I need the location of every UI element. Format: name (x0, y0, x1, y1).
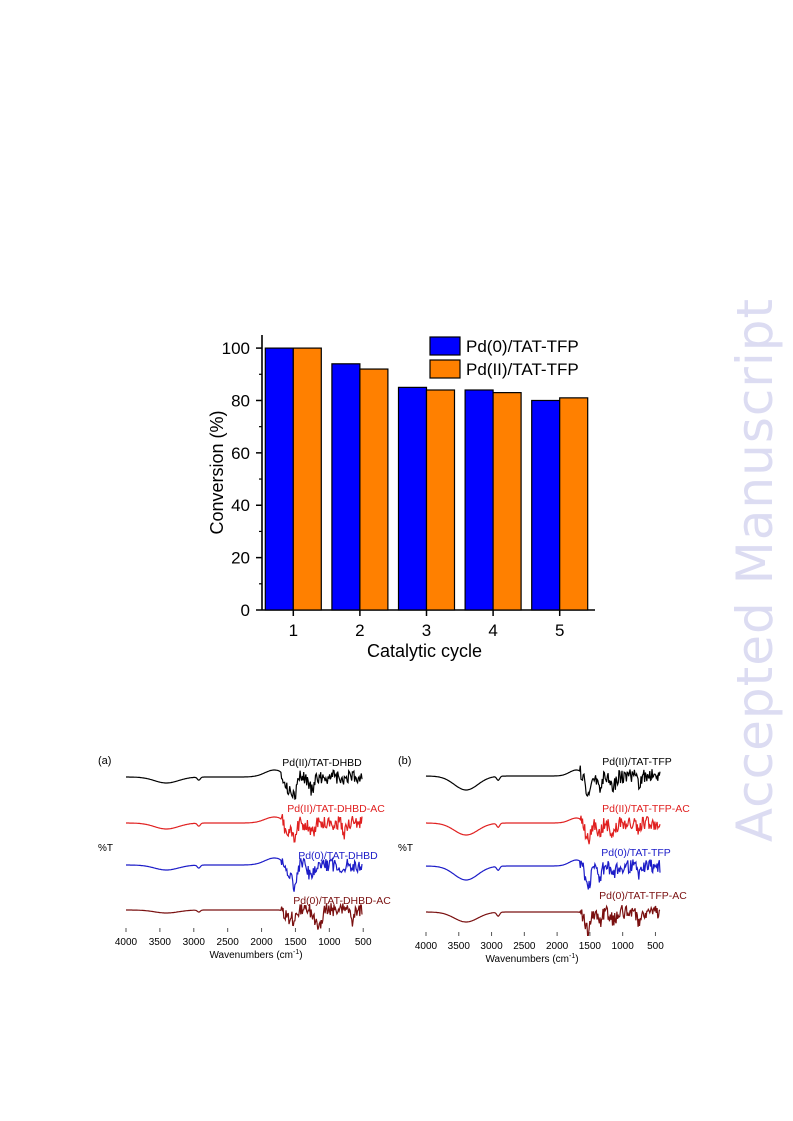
spectrum-line (425, 765, 661, 797)
x-axis-title: Wavenumbers (cm-1) (209, 949, 302, 961)
x-tick-label: 2 (355, 621, 364, 640)
x-axis-title-close: ) (299, 950, 302, 961)
y-axis-title: %T (398, 843, 413, 854)
legend-label: Pd(0)/TAT-TFP (466, 337, 579, 356)
x-tick-label: 500 (355, 937, 372, 948)
x-tick-label: 500 (647, 941, 664, 952)
spectrum-line (426, 904, 661, 936)
x-tick-label: 3000 (480, 941, 503, 952)
x-tick-label: 3500 (448, 941, 471, 952)
series-label: Pd(II)/TAT-TFP-AC (602, 803, 690, 815)
x-tick-label: 2000 (546, 941, 569, 952)
y-tick-label: 60 (231, 444, 250, 463)
series-label: Pd(0)/TAT-TFP-AC (599, 890, 687, 902)
legend-swatch (429, 336, 461, 356)
x-tick-label: 4000 (415, 941, 438, 952)
x-tick-label: 1500 (579, 941, 602, 952)
legend-swatch (429, 359, 461, 379)
spectrum-line (126, 814, 363, 843)
spectrum-line (126, 857, 363, 892)
x-tick-label: 1000 (318, 937, 341, 948)
bar-pd2-cycle-3 (425, 389, 456, 611)
panel-label: (a) (98, 755, 111, 767)
spectrum-line (425, 858, 661, 890)
bar-pd2-cycle-5 (559, 397, 589, 611)
x-axis-title-sup: -1 (293, 949, 299, 956)
series-label: Pd(II)/TAT-DHBD-AC (287, 803, 385, 815)
x-tick-label: 4 (488, 621, 497, 640)
y-tick-label: 20 (231, 549, 250, 568)
bar-pd0-cycle-4 (464, 389, 494, 611)
series-label: Pd(0)/TAT-DHBD (298, 850, 378, 862)
y-axis-title: %T (98, 843, 113, 854)
y-axis-title: Conversion (%) (207, 410, 227, 534)
bar-pd0-cycle-1 (264, 347, 294, 611)
x-axis-title-text: Wavenumbers (cm (209, 950, 293, 961)
bar-pd2-cycle-4 (492, 392, 522, 611)
series-label: Pd(0)/TAT-TFP (601, 847, 671, 859)
panel-label: (b) (398, 755, 411, 767)
bar-pd2-cycle-1 (292, 347, 322, 611)
y-tick-label: 40 (231, 496, 250, 515)
y-tick-label: 100 (222, 339, 250, 358)
x-tick-label: 5 (555, 621, 564, 640)
spectrum-line (126, 768, 363, 800)
x-axis-title-close: ) (575, 954, 578, 965)
x-tick-label: 1000 (612, 941, 635, 952)
x-axis-title-text: Wavenumbers (cm (485, 954, 569, 965)
x-tick-label: 3 (422, 621, 431, 640)
spectrum-line (426, 815, 661, 845)
legend-label: Pd(II)/TAT-TFP (466, 360, 579, 379)
series-label: Pd(II)/TAT-TFP (602, 756, 672, 768)
x-tick-label: 1500 (284, 937, 307, 948)
bar-pd2-cycle-2 (359, 368, 389, 611)
x-tick-label: 4000 (115, 937, 138, 948)
x-tick-label: 2500 (217, 937, 240, 948)
x-tick-label: 2000 (250, 937, 273, 948)
x-axis-title: Wavenumbers (cm-1) (485, 953, 578, 965)
series-label: Pd(0)/TAT-DHBD-AC (293, 895, 391, 907)
x-axis-title: Catalytic cycle (367, 641, 482, 661)
spectrum-line (126, 902, 363, 930)
series-label: Pd(II)/TAT-DHBD (282, 757, 362, 769)
x-tick-label: 2500 (513, 941, 536, 952)
conversion-bar-chart: 0 20 40 60 80 100 1 2 3 4 5 Catalytic cycle Conversi… (207, 335, 595, 661)
bar-pd0-cycle-5 (531, 399, 561, 611)
x-axis-title-sup: -1 (569, 953, 575, 960)
x-tick-label: 1 (289, 621, 298, 640)
bar-pd0-cycle-3 (397, 386, 428, 611)
y-tick-label: 0 (241, 601, 250, 620)
x-tick-label: 3500 (149, 937, 172, 948)
x-tick-label: 3000 (183, 937, 206, 948)
y-tick-label: 80 (231, 391, 250, 410)
